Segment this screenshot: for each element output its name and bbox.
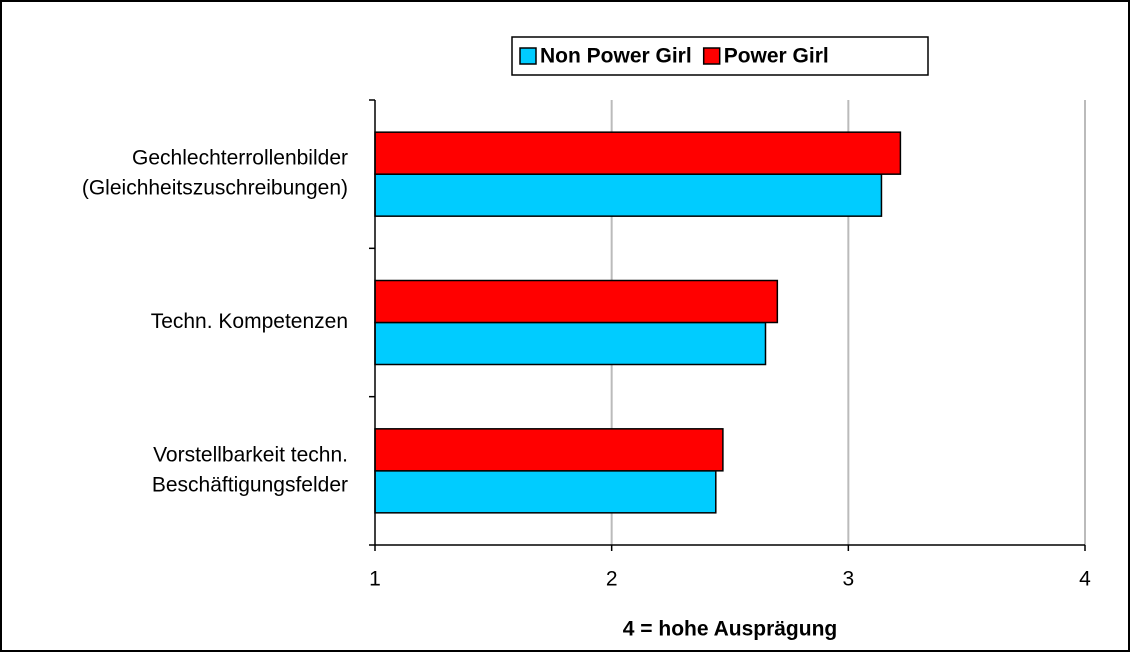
legend-label: Non Power Girl bbox=[540, 45, 692, 68]
bar bbox=[374, 279, 779, 324]
x-tick-label: 2 bbox=[606, 568, 618, 591]
bar bbox=[374, 173, 883, 217]
legend-swatch bbox=[702, 47, 721, 65]
y-tick-label: Vorstellbarkeit techn. bbox=[153, 443, 348, 466]
y-tick-label: Techn. Kompetenzen bbox=[151, 310, 348, 333]
y-tick-label: Gechlechterrollenbilder bbox=[132, 147, 348, 170]
legend-swatch bbox=[519, 47, 537, 65]
x-tick-label: 3 bbox=[842, 568, 854, 591]
y-tick-label: Beschäftigungsfelder bbox=[152, 473, 348, 496]
x-tick-label: 4 bbox=[1079, 568, 1091, 591]
bar bbox=[374, 321, 767, 366]
bar bbox=[374, 470, 717, 514]
legend-label: Power Girl bbox=[724, 45, 829, 68]
x-axis-label: 4 = hohe Ausprägung bbox=[623, 618, 838, 641]
bar bbox=[374, 428, 724, 472]
bar bbox=[374, 131, 902, 175]
y-tick-label: (Gleichheitszuschreibungen) bbox=[82, 177, 348, 200]
x-tick-label: 1 bbox=[369, 568, 381, 591]
